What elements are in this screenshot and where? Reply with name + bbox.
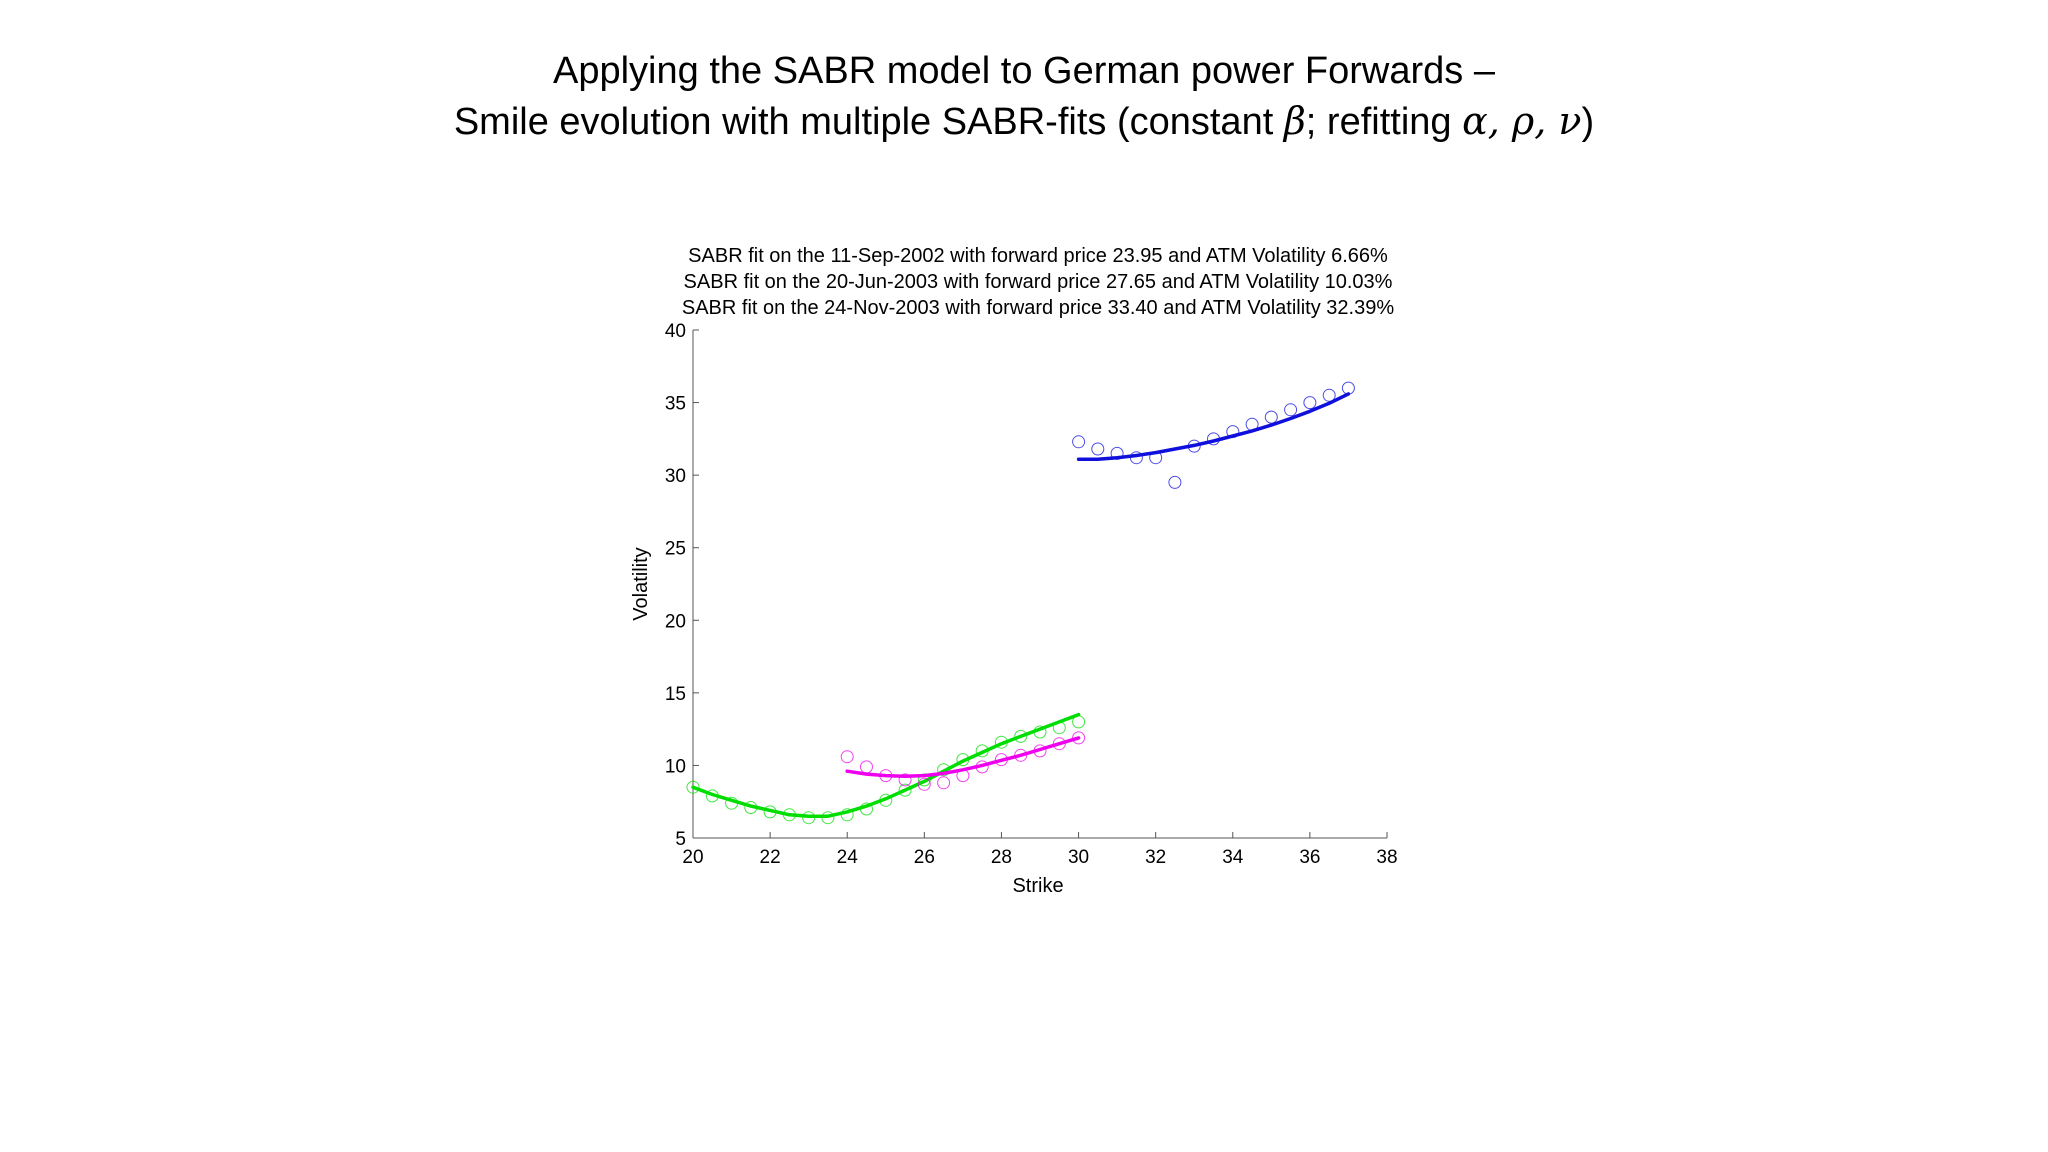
x-tick-label: 30 [1068,847,1089,868]
market-vol-point [975,744,989,758]
market-vol-point [1052,721,1066,735]
x-tick-label: 22 [760,847,781,868]
market-vol-point [686,780,700,794]
market-vol-point [782,808,796,822]
x-tick-label: 28 [991,847,1012,868]
y-tick-label: 5 [675,829,686,850]
market-vol-point [744,801,758,814]
market-vol-point [994,753,1008,767]
market-vol-point [1322,388,1336,402]
market-vol-point [1014,729,1028,743]
market-vol-point [1014,748,1028,762]
y-tick-label: 25 [665,539,686,560]
x-tick-label: 26 [914,847,935,868]
market-vol-point [1072,435,1086,449]
x-axis-label: Strike [1012,875,1063,897]
market-vol-point [1129,451,1143,465]
y-tick-label: 10 [665,756,686,777]
title-beta-symbol: β [1283,99,1306,143]
x-tick-label: 36 [1299,847,1320,868]
chart-title-line-1: SABR fit on the 11-Sep-2002 with forward… [688,245,1388,267]
sabr-fit-line [691,712,1081,818]
y-tick-label: 30 [665,466,686,487]
market-vol-point [1226,425,1240,439]
market-vol-point [1072,715,1086,729]
chart-title-block: SABR fit on the 11-Sep-2002 with forward… [682,245,1394,319]
series-11-Sep-2002 [686,712,1086,825]
chart-title-line-3: SABR fit on the 24-Nov-2003 with forward… [682,297,1394,319]
slide-title-line1: Applying the SABR model to German power … [553,50,1495,92]
market-vol-point [1245,417,1259,431]
series-20-Jun-2003 [840,731,1086,791]
market-vol-point [840,750,854,764]
market-vol-point [1207,432,1220,446]
chart-title-line-2: SABR fit on the 20-Jun-2003 with forward… [684,271,1393,293]
y-tick-label: 15 [665,684,686,705]
slide-title-line2: Smile evolution with multiple SABR-fits … [0,96,2048,147]
market-vol-point [860,802,873,816]
market-vol-point [879,769,893,783]
market-vol-point [956,753,970,767]
market-vol-point [840,808,854,822]
market-vol-point [937,776,951,790]
market-vol-point [994,735,1008,749]
title-params-symbols: α, ρ, ν [1462,99,1582,143]
x-tick-label: 38 [1376,847,1397,868]
market-vol-point [1091,442,1105,456]
market-vol-point [937,763,951,777]
x-tick-label: 32 [1145,847,1166,868]
y-axis-label: Volatility [630,547,652,620]
market-vol-point [763,805,777,819]
x-tick-label: 24 [837,847,859,868]
sabr-fit-line [1076,392,1351,461]
market-vol-point [821,811,835,825]
market-vol-point [1341,381,1355,395]
x-tick-label: 20 [682,847,703,868]
market-vol-point [1052,737,1066,751]
market-vol-point [1110,446,1124,460]
y-tick-label: 40 [665,321,686,342]
market-vol-point [725,796,739,810]
market-vol-point [860,760,873,774]
market-vol-point [917,777,931,791]
market-vol-point [898,773,912,787]
market-vol-point [1033,744,1047,758]
y-tick-label: 35 [665,394,686,415]
market-vol-point [1168,475,1182,489]
market-vol-point [1149,451,1163,465]
market-vol-point [1264,410,1278,424]
market-vol-point [705,789,719,803]
slide-title: Applying the SABR model to German power … [0,46,2048,147]
x-tick-label: 34 [1222,847,1244,868]
market-vol-point [898,783,912,797]
y-tick-label: 20 [665,611,686,632]
market-vol-point [1284,403,1298,417]
market-vol-point [1187,439,1201,453]
title-suffix: ) [1581,101,1595,143]
series-24-Nov-2003 [1072,381,1355,489]
market-vol-point [879,793,893,807]
title-prefix: Smile evolution with multiple SABR-fits … [453,101,1284,143]
market-vol-point [802,811,816,825]
market-vol-point [1303,396,1317,410]
plot-area [686,381,1355,825]
title-mid: ; refitting [1305,101,1463,143]
market-vol-point [1072,731,1086,745]
market-vol-point [1033,725,1047,739]
chart-axes: 20 22 24 26 28 30 32 34 36 38 5 10 15 20 25 30 35 40 [665,321,1398,868]
market-vol-point [975,760,989,774]
market-vol-point [956,769,970,783]
